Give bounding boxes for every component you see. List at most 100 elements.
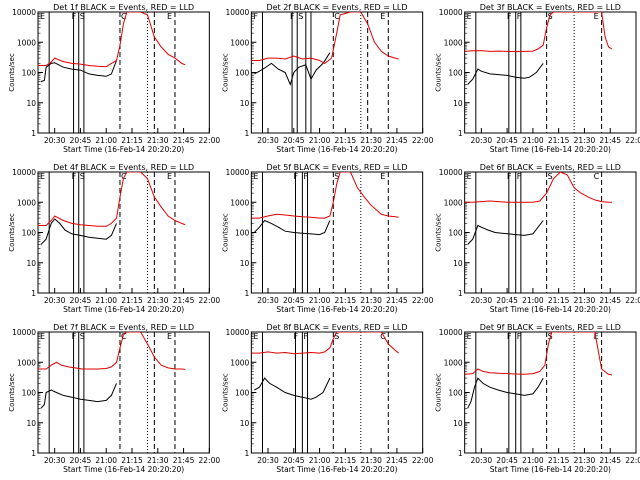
y-axis-label: Counts/sec: [435, 53, 443, 92]
x-tick-label: 21:00: [309, 296, 331, 305]
y-tick-label: 1: [31, 129, 36, 138]
y-tick-label: 10: [240, 99, 250, 108]
y-tick-label: 1: [245, 449, 250, 458]
panel-title: Det 3f BLACK = Events, RED = LLD: [480, 3, 621, 12]
panel-title: Det 2f BLACK = Events, RED = LLD: [266, 3, 407, 12]
y-tick-label: 10: [240, 259, 250, 268]
y-axis-label: Counts/sec: [8, 213, 16, 252]
x-tick-label: 20:45: [496, 136, 518, 145]
x-tick-label: 20:45: [496, 456, 518, 465]
y-axis-label: Counts/sec: [221, 373, 229, 412]
x-tick-label: 21:30: [574, 136, 596, 145]
event-marker-label: E: [594, 12, 599, 21]
x-axis-label: Start Time (16-Feb-14 20:20:20): [490, 145, 611, 154]
y-tick-label: 1: [245, 129, 250, 138]
x-tick-label: 21:15: [335, 136, 357, 145]
panel-9: Det 9f BLACK = Events, RED = LLD 1 10 100 10…: [435, 323, 640, 474]
x-tick-label: 22:00: [412, 296, 434, 305]
series-events: [253, 219, 331, 236]
x-tick-label: 20:45: [283, 456, 305, 465]
y-tick-label: 10: [240, 419, 250, 428]
plot-frame: [464, 11, 637, 134]
panel-2: Det 2f BLACK = Events, RED = LLD 1 10 100 10…: [221, 3, 433, 154]
x-tick-label: 21:15: [335, 456, 357, 465]
event-marker-label: F: [253, 12, 258, 21]
y-tick-label: 10000: [439, 8, 463, 17]
y-tick-label: 1: [458, 129, 463, 138]
x-tick-label: 21:00: [522, 296, 544, 305]
y-tick-label: 100: [448, 69, 463, 78]
x-tick-label: 22:00: [199, 456, 221, 465]
event-marker-label: E: [167, 332, 172, 341]
y-tick-label: 1000: [230, 38, 249, 47]
x-tick-label: 22:00: [625, 136, 640, 145]
x-tick-label: 20:45: [70, 136, 92, 145]
x-tick-label: 20:45: [496, 296, 518, 305]
panel-6: Det 6f BLACK = Events, RED = LLD 1 10 100 10…: [435, 163, 640, 314]
x-tick-label: 21:00: [95, 456, 117, 465]
y-tick-label: 10000: [439, 168, 463, 177]
x-tick-label: 21:15: [548, 136, 570, 145]
x-tick-label: 21:15: [121, 456, 143, 465]
series-lld: [251, 332, 399, 355]
series-lld: [38, 172, 186, 227]
x-tick-label: 21:45: [173, 136, 195, 145]
y-tick-label: 1: [458, 289, 463, 298]
y-tick-label: 1: [458, 449, 463, 458]
x-tick-label: 21:00: [95, 296, 117, 305]
series-lld: [38, 12, 186, 68]
x-tick-label: 21:15: [548, 296, 570, 305]
x-tick-label: 22:00: [625, 296, 640, 305]
event-marker-label: F: [303, 332, 308, 341]
y-tick-label: 10: [26, 99, 36, 108]
event-marker-label: E: [253, 172, 258, 181]
event-marker-label: C: [121, 332, 127, 341]
y-tick-label: 10: [453, 99, 463, 108]
y-tick-label: 1000: [444, 198, 463, 207]
y-tick-label: 1: [31, 289, 36, 298]
y-tick-label: 100: [448, 229, 463, 238]
x-axis-label: Start Time (16-Feb-14 20:20:20): [490, 305, 611, 314]
event-marker-label: S: [80, 172, 85, 181]
y-tick-label: 10000: [225, 8, 249, 17]
x-tick-label: 21:45: [386, 136, 408, 145]
event-marker-label: F: [507, 12, 512, 21]
series-events: [467, 377, 544, 409]
panel-title: Det 9f BLACK = Events, RED = LLD: [480, 323, 621, 332]
y-axis-label: Counts/sec: [8, 373, 16, 412]
y-tick-label: 1000: [17, 198, 36, 207]
series-lld: [464, 172, 612, 203]
event-marker-label: F: [517, 12, 522, 21]
y-tick-label: 10000: [12, 328, 36, 337]
event-marker-label: F: [303, 172, 308, 181]
x-tick-label: 21:30: [574, 456, 596, 465]
y-axis-label: Counts/sec: [221, 213, 229, 252]
event-marker-label: C: [121, 12, 127, 21]
event-marker-label: F: [517, 332, 522, 341]
series-events: [254, 377, 331, 400]
y-tick-label: 1: [245, 289, 250, 298]
y-tick-label: 1000: [230, 358, 249, 367]
y-axis-label: Counts/sec: [8, 53, 16, 92]
y-tick-label: 10: [453, 259, 463, 268]
event-marker-label: F: [72, 12, 77, 21]
x-tick-label: 21:30: [147, 456, 169, 465]
x-tick-label: 20:30: [44, 456, 66, 465]
y-tick-label: 10: [26, 259, 36, 268]
panel-1: Det 1f BLACK = Events, RED = LLD 1 10 100 10…: [8, 3, 220, 154]
x-axis-label: Start Time (16-Feb-14 20:20:20): [276, 305, 397, 314]
x-tick-label: 20:30: [257, 136, 279, 145]
x-tick-label: 21:45: [173, 296, 195, 305]
event-marker-label: S: [80, 12, 85, 21]
event-marker-label: E: [40, 172, 45, 181]
event-marker-label: E: [167, 12, 172, 21]
plot-frame: [37, 11, 210, 134]
y-tick-label: 1000: [17, 38, 36, 47]
x-tick-label: 21:30: [360, 136, 382, 145]
event-marker-label: F: [507, 332, 512, 341]
y-tick-label: 10000: [225, 168, 249, 177]
series-events: [467, 220, 544, 245]
series-lld: [38, 332, 186, 370]
x-axis-label: Start Time (16-Feb-14 20:20:20): [63, 305, 184, 314]
event-marker-label: E: [467, 332, 472, 341]
